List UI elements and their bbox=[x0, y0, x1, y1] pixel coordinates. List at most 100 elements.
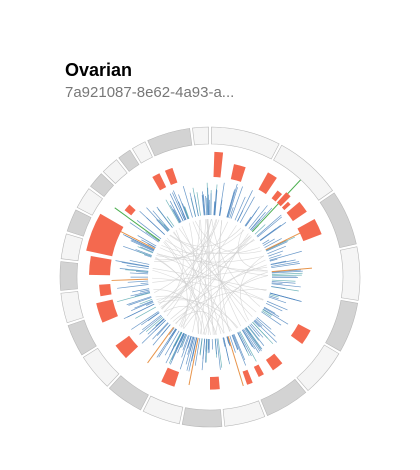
link-chord bbox=[158, 299, 239, 328]
cnv-segment-19 bbox=[86, 213, 124, 257]
link-chord bbox=[163, 241, 188, 329]
mutation-line bbox=[269, 258, 278, 262]
links-layer bbox=[151, 218, 269, 336]
mutation-line bbox=[189, 336, 195, 352]
mutation-line bbox=[271, 283, 301, 288]
mutation-line bbox=[135, 271, 149, 273]
cnv-segment-10 bbox=[265, 353, 283, 371]
highlight-mutation-3 bbox=[271, 267, 313, 273]
mutation-line bbox=[152, 210, 170, 231]
cnv-segment-14 bbox=[161, 367, 180, 387]
mutation-line bbox=[161, 324, 171, 336]
mutation-layer bbox=[115, 182, 303, 372]
mutation-line bbox=[271, 272, 303, 275]
mutation-line bbox=[263, 307, 280, 317]
mutation-line bbox=[226, 336, 230, 346]
link-chord bbox=[152, 266, 268, 283]
ideogram-chr-13 bbox=[67, 319, 97, 356]
mutation-line bbox=[268, 250, 284, 257]
mutation-line bbox=[269, 292, 301, 302]
link-chord bbox=[152, 268, 267, 291]
link-chord bbox=[154, 218, 212, 262]
mutation-line bbox=[135, 306, 156, 319]
mutation-line bbox=[262, 308, 289, 325]
mutation-line bbox=[255, 318, 276, 337]
mutation-line bbox=[156, 328, 177, 358]
link-chord bbox=[164, 240, 199, 334]
cnv-segment-5 bbox=[276, 192, 291, 207]
mutation-line bbox=[185, 336, 194, 365]
mutation-line bbox=[127, 280, 149, 283]
ideogram-chr-14 bbox=[60, 291, 84, 324]
mutation-line bbox=[237, 332, 246, 348]
mutation-line bbox=[231, 334, 239, 351]
mutation-line bbox=[178, 194, 189, 220]
mutation-line bbox=[217, 338, 223, 368]
link-chord bbox=[154, 219, 217, 293]
mutation-line bbox=[181, 335, 190, 358]
link-chord bbox=[156, 297, 232, 331]
mutation-line bbox=[139, 315, 163, 335]
mutation-line bbox=[136, 220, 162, 240]
mutation-line bbox=[134, 300, 153, 309]
ideogram-chr-16 bbox=[60, 233, 83, 262]
link-chord bbox=[154, 219, 220, 261]
link-chord bbox=[170, 264, 267, 320]
ideogram-chr-3 bbox=[319, 192, 357, 249]
highlight-mutation-4 bbox=[227, 336, 244, 387]
mutation-line bbox=[140, 289, 150, 293]
mutation-line bbox=[254, 320, 277, 343]
mutation-line bbox=[260, 222, 287, 242]
mutation-line bbox=[169, 200, 182, 223]
ideogram-chr-20 bbox=[102, 159, 128, 184]
mutation-line bbox=[138, 251, 152, 257]
mutation-line bbox=[165, 199, 180, 224]
mutation-line bbox=[269, 254, 282, 259]
link-chord bbox=[165, 239, 269, 276]
link-chord bbox=[159, 247, 268, 272]
cnv-segment-18 bbox=[89, 255, 112, 276]
ideogram-chr-22 bbox=[131, 141, 153, 164]
mutation-line bbox=[214, 338, 217, 355]
mutation-line bbox=[131, 301, 154, 311]
mutation-line bbox=[207, 187, 209, 216]
mutation-line bbox=[194, 195, 199, 217]
mutation-line bbox=[205, 338, 208, 363]
mutation-line bbox=[254, 224, 266, 235]
mutation-line bbox=[261, 310, 272, 317]
mutation-line bbox=[262, 239, 270, 245]
mutation-line bbox=[172, 331, 182, 348]
mutation-line bbox=[251, 207, 273, 232]
cnv-segment-4 bbox=[271, 190, 283, 202]
mutation-line bbox=[155, 318, 165, 327]
mutation-line bbox=[146, 207, 169, 232]
mutation-line bbox=[140, 246, 154, 253]
mutation-line bbox=[184, 206, 190, 219]
mutation-line bbox=[253, 320, 260, 328]
link-chord bbox=[181, 235, 251, 328]
mutation-line bbox=[152, 318, 165, 331]
mutation-line bbox=[263, 238, 275, 246]
mutation-line bbox=[152, 322, 169, 340]
mutation-line bbox=[268, 295, 279, 300]
mutation-line bbox=[226, 191, 235, 218]
ideogram-ring bbox=[59, 126, 361, 428]
mutation-line bbox=[271, 279, 296, 282]
mutation-line bbox=[135, 249, 152, 256]
ideogram-chr-11 bbox=[108, 375, 149, 411]
mutation-line bbox=[266, 241, 288, 252]
cnv-segment-11 bbox=[253, 364, 264, 377]
mutation-line bbox=[248, 205, 268, 229]
mutation-line bbox=[229, 207, 234, 219]
ideogram-chr-21 bbox=[118, 149, 140, 172]
link-chord bbox=[178, 227, 253, 317]
ideogram-chr-5 bbox=[325, 299, 359, 352]
mutation-line bbox=[188, 337, 197, 372]
link-chord bbox=[240, 255, 265, 321]
mutation-line bbox=[202, 191, 205, 216]
cnv-segment-16 bbox=[96, 299, 118, 323]
mutation-line bbox=[244, 216, 252, 226]
mutation-line bbox=[130, 240, 154, 252]
mutation-line bbox=[256, 317, 272, 330]
mutation-line bbox=[216, 338, 221, 370]
